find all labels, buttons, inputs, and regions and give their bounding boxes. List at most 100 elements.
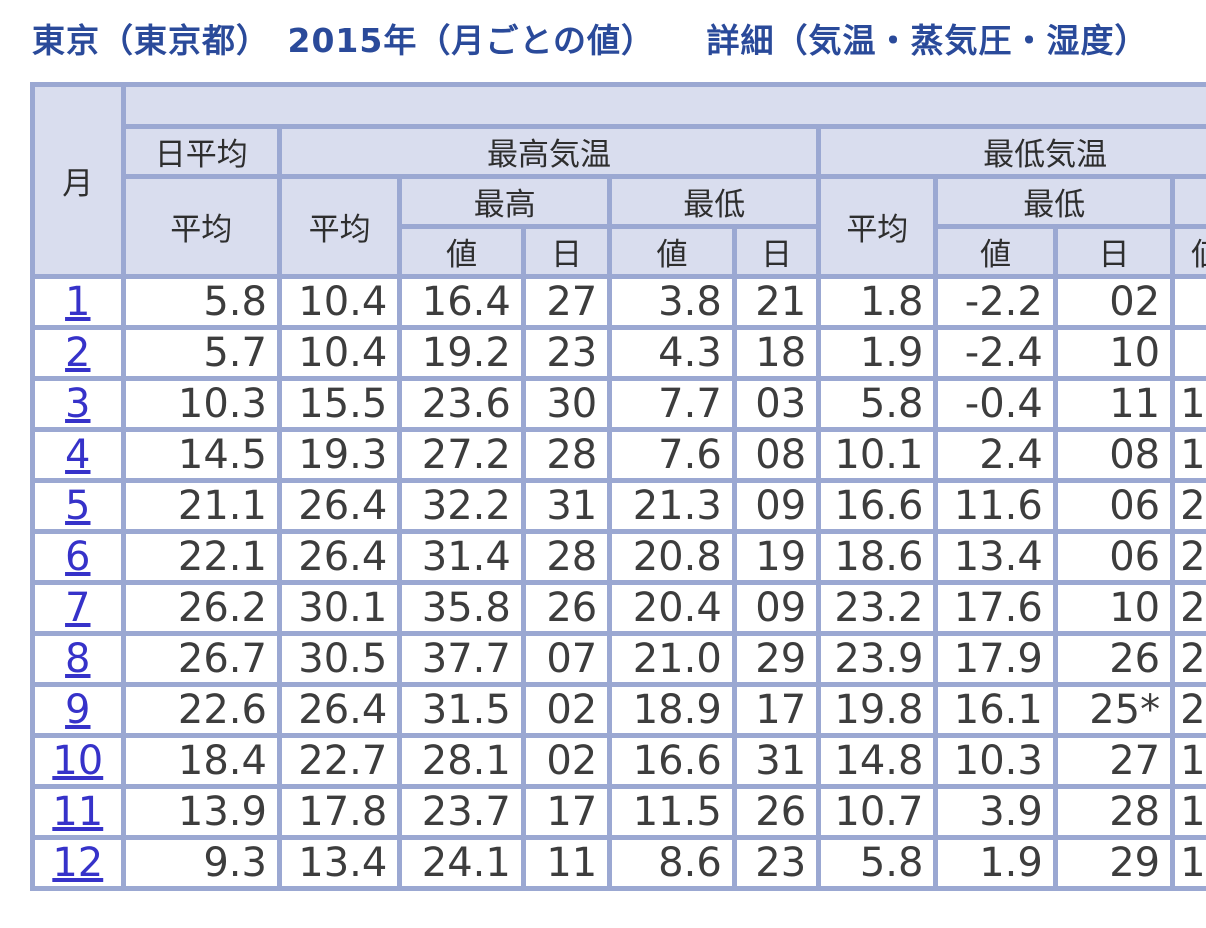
table-row: 7 26.2 30.1 35.8 26 20.4 09 23.2 17.6 10 2 — [30, 580, 1206, 636]
table-cell: 37.7 — [397, 631, 526, 687]
table-cell: 9.3 — [120, 835, 282, 891]
table-cell: -0.4 — [933, 376, 1058, 432]
weather-table: 月 日平均 最高気温 最低気温 平均 平均 最高 最低 平均 最低 値 日 値 — [30, 82, 1206, 891]
header-average-of-daily: 平均 — [120, 174, 282, 279]
table-cell: 26.4 — [276, 478, 403, 534]
header-value: 値 — [397, 224, 526, 279]
table-cell: 20.4 — [607, 580, 737, 636]
table-cell: 28 — [1052, 784, 1176, 840]
table-cell — [1170, 325, 1206, 381]
month-link[interactable]: 6 — [65, 534, 91, 580]
month-link[interactable]: 8 — [65, 636, 91, 682]
month-link[interactable]: 3 — [65, 381, 91, 427]
table-cell: 5.7 — [120, 325, 282, 381]
table-row: 12 9.3 13.4 24.1 11 8.6 23 5.8 1.9 29 1 — [30, 835, 1206, 891]
table-cell: 22.6 — [120, 682, 282, 738]
table-cell: 18.9 — [607, 682, 737, 738]
header-average-of-min: 平均 — [816, 174, 939, 279]
header-lowest-of-max-group: 最低 — [607, 174, 822, 229]
table-cell: 02 — [520, 733, 613, 789]
table-cell: 35.8 — [397, 580, 526, 636]
header-day: 日 — [731, 224, 822, 279]
header-spacer-cell — [120, 82, 1206, 129]
table-cell — [1170, 274, 1206, 330]
header-max-temp-group: 最高気温 — [276, 124, 822, 179]
table-cell: 1.9 — [933, 835, 1058, 891]
month-link[interactable]: 7 — [65, 585, 91, 631]
table-cell: 13.9 — [120, 784, 282, 840]
month-link[interactable]: 11 — [52, 789, 104, 835]
month-cell: 7 — [30, 580, 126, 636]
month-link[interactable]: 9 — [65, 687, 91, 733]
table-cell: 22.1 — [120, 529, 282, 585]
month-link[interactable]: 10 — [52, 738, 104, 784]
table-cell: 3.8 — [607, 274, 737, 330]
table-cell: 24.1 — [397, 835, 526, 891]
table-cell: 11 — [520, 835, 613, 891]
header-min-temp-group: 最低気温 — [816, 124, 1206, 179]
page-title: 東京（東京都） 2015年（月ごとの値） 詳細（気温・蒸気圧・湿度） — [32, 21, 1149, 60]
header-leaf-row: 値 日 値 日 値 日 値 — [33, 224, 1206, 279]
table-cell: 1 — [1170, 784, 1206, 840]
month-cell: 10 — [30, 733, 126, 789]
table-cell: 17.8 — [276, 784, 403, 840]
table-cell: 13.4 — [933, 529, 1058, 585]
table-cell: 16.4 — [397, 274, 526, 330]
table-cell: 23 — [731, 835, 822, 891]
table-cell: 17.9 — [933, 631, 1058, 687]
table-cell: 26 — [1052, 631, 1176, 687]
table-header: 月 日平均 最高気温 最低気温 平均 平均 最高 最低 平均 最低 値 日 値 — [30, 82, 1206, 279]
table-cell: 8.6 — [607, 835, 737, 891]
table-cell: 5.8 — [816, 835, 939, 891]
table-cell: 11 — [1052, 376, 1176, 432]
header-value: 値 — [933, 224, 1058, 279]
month-cell: 11 — [30, 784, 126, 840]
month-link[interactable]: 5 — [65, 483, 91, 529]
table-cell: 10.4 — [276, 274, 403, 330]
table-cell: 1 — [1170, 733, 1206, 789]
table-cell: 30 — [520, 376, 613, 432]
table-cell: 1 — [1170, 376, 1206, 432]
table-row: 10 18.4 22.7 28.1 02 16.6 31 14.8 10.3 27 1 — [30, 733, 1206, 789]
table-row: 11 13.9 17.8 23.7 17 11.5 26 10.7 3.9 28 1 — [30, 784, 1206, 840]
table-cell: 07 — [520, 631, 613, 687]
table-cell: 21.1 — [120, 478, 282, 534]
month-cell: 9 — [30, 682, 126, 738]
table-row: 5 21.1 26.4 32.2 31 21.3 09 16.6 11.6 06 2 — [30, 478, 1206, 534]
table-row: 6 22.1 26.4 31.4 28 20.8 19 18.6 13.4 06 2 — [30, 529, 1206, 585]
header-highest-group: 最高 — [397, 174, 613, 229]
table-cell: 08 — [731, 427, 822, 483]
table-cell: 23.7 — [397, 784, 526, 840]
header-average-of-max: 平均 — [276, 174, 403, 279]
header-month: 月 — [30, 82, 126, 279]
table-row: 8 26.7 30.5 37.7 07 21.0 29 23.9 17.9 26 2 — [30, 631, 1206, 687]
table-row: 1 5.8 10.4 16.4 27 3.8 21 1.8 -2.2 02 — [30, 274, 1206, 330]
table-cell: 31 — [520, 478, 613, 534]
header-subgroup-row: 平均 平均 最高 最低 平均 最低 — [33, 174, 1206, 279]
table-cell: 26 — [731, 784, 822, 840]
month-link[interactable]: 1 — [65, 279, 91, 325]
header-day: 日 — [520, 224, 613, 279]
table-cell: 19 — [731, 529, 822, 585]
table-cell: 02 — [520, 682, 613, 738]
table-cell: 4.3 — [607, 325, 737, 381]
table-cell: 09 — [731, 478, 822, 534]
table-cell: 28 — [520, 529, 613, 585]
table-cell: 22.7 — [276, 733, 403, 789]
table-cell: -2.4 — [933, 325, 1058, 381]
month-cell: 3 — [30, 376, 126, 432]
header-group-row: 日平均 最高気温 最低気温 — [33, 124, 1206, 179]
month-cell: 1 — [30, 274, 126, 330]
table-cell: 10.4 — [276, 325, 403, 381]
table-cell: 30.5 — [276, 631, 403, 687]
table-cell: 2.4 — [933, 427, 1058, 483]
table-cell: 2 — [1170, 682, 1206, 738]
month-link[interactable]: 12 — [52, 840, 104, 886]
table-cell: 23.6 — [397, 376, 526, 432]
table-row: 2 5.7 10.4 19.2 23 4.3 18 1.9 -2.4 10 — [30, 325, 1206, 381]
month-link[interactable]: 4 — [65, 432, 91, 478]
table-cell: 19.2 — [397, 325, 526, 381]
month-cell: 12 — [30, 835, 126, 891]
table-cell: 14.5 — [120, 427, 282, 483]
month-link[interactable]: 2 — [65, 330, 91, 376]
